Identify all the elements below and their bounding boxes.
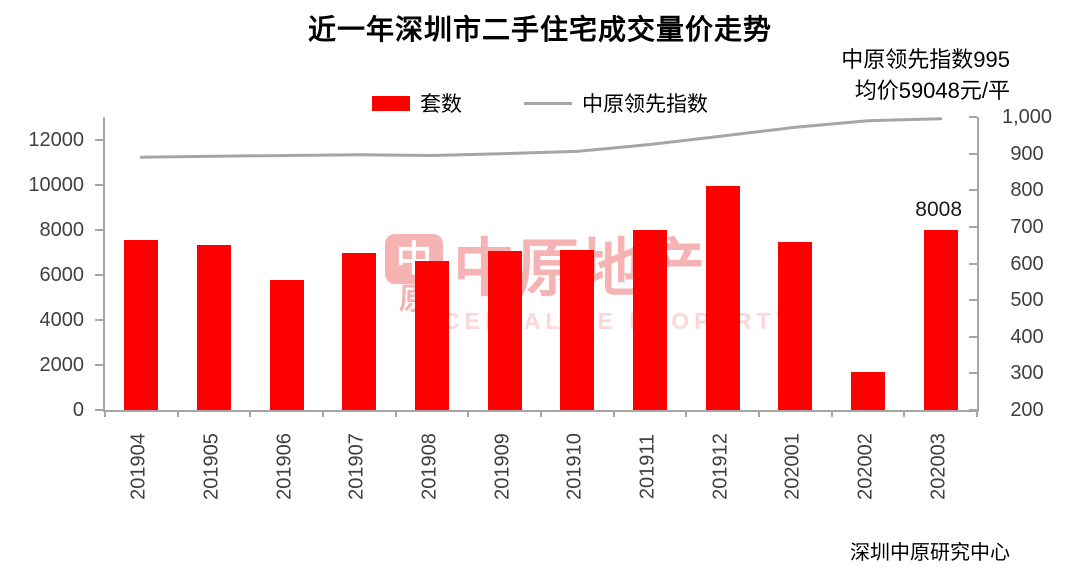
legend: 套数 中原领先指数	[0, 88, 1080, 118]
x-axis-tick	[540, 410, 542, 417]
x-axis-tick	[612, 410, 615, 417]
source-credit: 深圳中原研究中心	[850, 542, 1010, 564]
left-axis-tick-label: 10000	[28, 173, 84, 196]
bar-201904	[124, 239, 159, 410]
index-line-chart	[139, 117, 943, 159]
right-axis-tick-label: 200	[1010, 399, 1044, 421]
left-axis-tick	[95, 409, 103, 411]
bar-series-swatch	[372, 95, 410, 111]
right-axis-tick	[969, 409, 977, 411]
x-axis-label-201904: 201904	[127, 433, 150, 500]
right-axis-tick-label: 900	[1010, 142, 1044, 165]
x-axis-label-202003: 202003	[927, 433, 950, 500]
annotation-block: 中原领先指数995 均价59048元/平	[841, 44, 1010, 106]
bar-201911	[633, 229, 667, 410]
x-axis-tick	[976, 410, 978, 417]
x-axis-label-201907: 201907	[345, 433, 368, 500]
x-axis-label-201909: 201909	[491, 433, 514, 500]
bar-series-label: 套数	[420, 93, 462, 116]
annotation-index: 中原领先指数995	[841, 47, 1010, 72]
x-axis-label-201908: 201908	[418, 433, 441, 500]
left-axis-tick-label: 2000	[39, 353, 85, 376]
bar-201908	[415, 260, 449, 410]
chart-title: 近一年深圳市二手住宅成交量价走势	[307, 14, 772, 45]
left-axis-tick	[95, 183, 103, 186]
left-axis-labels: 0 2000 4000 6000 8000 10000 12000	[0, 117, 85, 421]
left-axis-tick-label: 8000	[39, 218, 85, 241]
x-axis-label-201910: 201910	[563, 433, 586, 500]
right-axis-tick-label: 600	[1010, 252, 1044, 275]
line-series-label: 中原领先指数	[582, 93, 708, 116]
x-axis-label-201911: 201911	[636, 433, 659, 500]
x-axis-tick	[176, 410, 179, 417]
x-axis-tick	[104, 410, 106, 417]
bar-201905	[197, 244, 231, 410]
bar-201907	[342, 253, 377, 410]
line-series-swatch	[524, 101, 572, 105]
right-axis-tick-label: 400	[1010, 325, 1044, 348]
left-axis-tick	[95, 273, 103, 276]
legend-item-line: 中原领先指数	[524, 88, 708, 118]
right-axis-tick-label: 700	[1010, 215, 1044, 238]
x-axis-tick	[467, 410, 470, 417]
right-axis-tick-label: 800	[1010, 179, 1044, 202]
bar-202002	[851, 372, 885, 410]
x-axis-label-201906: 201906	[273, 433, 296, 500]
left-axis-tick-label: 12000	[28, 128, 84, 151]
left-axis-tick	[95, 138, 103, 141]
bar-202003	[923, 229, 958, 410]
bar-201906	[269, 279, 304, 410]
x-axis-tick	[903, 410, 906, 417]
legend-item-bar: 套数	[372, 88, 462, 118]
bar-202001	[778, 242, 813, 410]
x-axis-tick	[249, 410, 252, 417]
index-line	[139, 117, 943, 159]
x-axis-tick	[322, 410, 324, 417]
right-axis-tick	[969, 189, 977, 192]
left-axis-tick	[95, 228, 103, 231]
bar-201909	[487, 251, 522, 410]
left-axis-tick-label: 4000	[39, 308, 85, 331]
plot-area	[95, 116, 979, 417]
right-axis-tick	[969, 116, 977, 118]
left-axis-tick	[95, 318, 103, 321]
x-axis-label-201905: 201905	[200, 433, 223, 500]
bar-201912	[705, 185, 740, 410]
x-axis-label-202001: 202001	[781, 433, 804, 500]
bar-201910	[560, 250, 595, 410]
right-axis-tick	[969, 335, 977, 338]
right-axis-tick	[969, 152, 977, 155]
x-axis-tick	[830, 410, 833, 417]
x-axis-label-202002: 202002	[854, 433, 877, 500]
x-axis-label-201912: 201912	[709, 433, 732, 500]
right-axis-tick-label: 500	[1010, 289, 1044, 312]
left-axis-tick-label: 6000	[39, 263, 85, 286]
right-axis-tick-label: 1,000	[1001, 106, 1053, 128]
right-axis-tick	[969, 299, 977, 302]
right-axis-tick	[969, 372, 977, 375]
x-axis-tick	[685, 410, 688, 417]
bar-data-label: 8008	[915, 197, 963, 221]
left-axis-tick	[95, 363, 103, 366]
right-axis-labels: 200 300 400 500 600 700 800 900 1,000	[985, 106, 1069, 421]
annotation-avg-price: 均价59048元/平	[854, 78, 1010, 103]
right-axis-tick	[969, 225, 977, 228]
x-axis-tick	[394, 410, 397, 417]
left-axis-tick-label: 0	[72, 399, 84, 421]
right-axis-tick	[969, 262, 977, 265]
x-axis-tick	[758, 410, 760, 417]
right-axis-tick-label: 300	[1010, 362, 1044, 385]
